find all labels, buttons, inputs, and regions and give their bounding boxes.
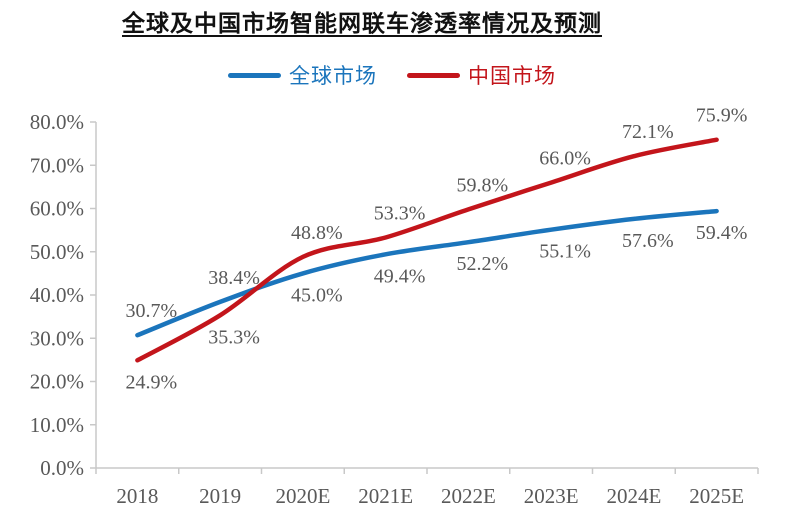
x-axis-label: 2025E [689,484,744,508]
legend-label-global: 全球市场 [289,64,377,88]
x-axis-label: 2018 [116,484,158,508]
y-axis-label: 50.0% [30,240,84,264]
x-axis-label: 2024E [606,484,661,508]
data-label: 48.8% [291,222,343,244]
data-label: 55.1% [539,241,591,263]
data-label: 72.1% [622,121,674,143]
data-label: 59.4% [696,222,748,244]
x-axis-label: 2023E [524,484,579,508]
y-axis-label: 0.0% [40,456,84,480]
y-axis-label: 10.0% [30,413,84,437]
data-label: 66.0% [539,148,591,170]
data-label: 52.2% [457,253,509,275]
data-label: 57.6% [622,230,674,252]
legend-item-global: 全球市场 [228,60,377,90]
line-series-global [135,208,719,338]
legend-item-china: 中国市场 [407,60,556,90]
line-series-china [135,137,719,363]
data-label: 30.7% [126,300,178,322]
x-axis-label: 2022E [441,484,496,508]
y-axis-label: 80.0% [30,110,84,134]
y-axis-label: 40.0% [30,283,84,307]
chart-legend: 全球市场 中国市场 [0,60,800,90]
data-label: 75.9% [696,105,748,127]
data-label: 45.0% [291,284,343,306]
x-axis-label: 2020E [275,484,330,508]
y-axis-label: 60.0% [30,197,84,221]
x-axis-label: 2021E [358,484,413,508]
china-series-swatch [407,72,460,78]
y-axis-label: 20.0% [30,370,84,394]
global-series-swatch [228,72,281,78]
chart-title: 全球及中国市场智能网联车渗透率情况及预测 [122,11,602,36]
x-axis-label: 2019 [199,484,241,508]
data-label: 24.9% [126,371,178,393]
data-label: 49.4% [374,265,426,287]
data-label: 38.4% [208,267,260,289]
legend-label-china: 中国市场 [468,64,556,88]
data-label: 53.3% [374,202,426,224]
y-axis-label: 30.0% [30,326,84,350]
y-axis-label: 70.0% [30,153,84,177]
data-label: 59.8% [457,174,509,196]
data-label: 35.3% [208,326,260,348]
